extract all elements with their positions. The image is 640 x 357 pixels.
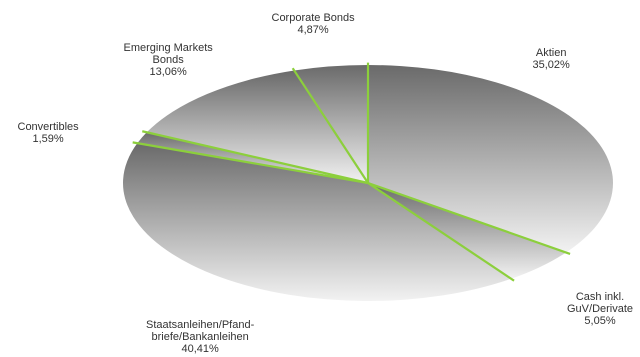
slice-label-5: Emerging Markets Bonds 13,06% [124,42,213,78]
slice-label-1: Aktien 35,02% [533,47,570,71]
slice-separator-6 [291,67,369,184]
slice-label-line: 35,02% [532,59,570,71]
pie-slice-1 [368,65,614,253]
pie-slice-2 [368,183,567,279]
slice-label-line: Bonds [152,54,184,66]
slice-label-4: Convertibles 1,59% [18,121,79,145]
slice-label-line: Convertibles [17,121,79,133]
slice-label-line: 4,87% [297,24,329,36]
slice-label-line: 13,06% [149,66,187,78]
slice-label-line: Cash inkl. [575,291,625,303]
slice-separator-5 [142,130,369,185]
slice-label-line: Staatsanleihen/Pfand- [146,319,255,331]
slice-label-line: GuV/Derivate [567,303,634,315]
slice-separator-2 [367,181,571,255]
slice-label-3: Staatsanleihen/Pfand-briefe/Bankanleihen… [146,319,254,355]
slice-label-2: Cash inkl. GuV/Derivate 5,05% [567,291,633,327]
pie-slice-3 [123,143,512,302]
slice-separator-3 [367,182,515,282]
slice-label-line: 40,41% [181,343,219,355]
slice-label-line: 1,59% [32,133,64,145]
pie-slice-5 [146,70,368,183]
slice-label-line: briefe/Bankanleihen [151,331,249,343]
slice-separator-4 [132,141,369,185]
slice-label-line: Emerging Markets [123,42,213,54]
slice-label-6: Corporate Bonds 4,87% [272,12,355,36]
slice-label-line: Aktien [535,47,567,59]
slice-label-line: 5,05% [584,315,616,327]
slice-label-line: Corporate Bonds [271,12,355,24]
